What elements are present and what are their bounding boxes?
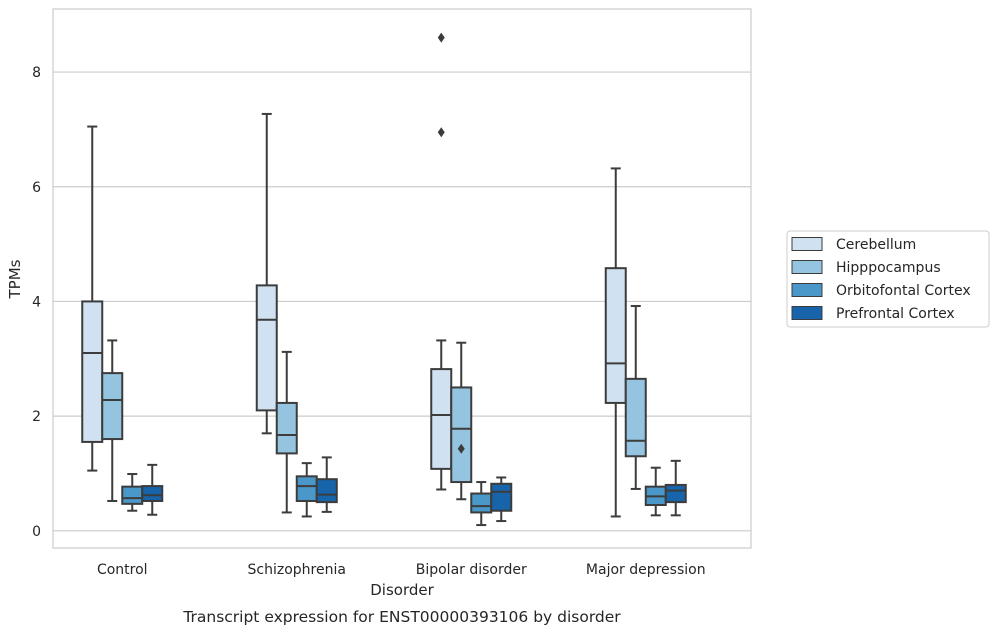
boxes [81, 32, 687, 527]
box-group [430, 32, 453, 491]
y-tick-label: 8 [32, 65, 41, 81]
box [141, 485, 164, 502]
legend-swatch [791, 306, 823, 320]
legend-swatch [791, 283, 823, 297]
box-group [604, 167, 627, 518]
box-group [664, 459, 687, 517]
box-group [141, 463, 164, 516]
box-group [81, 125, 104, 472]
legend-label: Hipppocampus [836, 260, 941, 276]
box [121, 485, 144, 505]
box [275, 401, 298, 455]
box-group [450, 341, 473, 501]
box [604, 267, 627, 404]
legend-label: Orbitofontal Cortex [836, 283, 971, 299]
box-group [490, 476, 513, 523]
outlier-point [457, 443, 465, 454]
box [315, 478, 338, 504]
x-tick-labels: Control Schizophrenia Bipolar disorder Majo… [97, 562, 706, 578]
outlier-point [437, 127, 445, 138]
legend-frame [786, 230, 990, 328]
x-tick-label: Bipolar disorder [416, 562, 527, 578]
legend-swatch [791, 237, 823, 251]
box [430, 368, 453, 470]
box [490, 482, 513, 512]
y-axis-label: TPMs [6, 259, 24, 299]
legend-label: Cerebellum [836, 237, 916, 253]
box [101, 372, 124, 441]
box-group [275, 350, 298, 514]
outlier-point [437, 32, 445, 43]
y-tick-label: 6 [32, 180, 41, 196]
box-group [295, 462, 318, 518]
x-tick-label: Schizophrenia [248, 562, 346, 578]
legend: Cerebellum Hipppocampus Orbitofontal Corte… [786, 230, 990, 328]
gridlines [53, 71, 751, 532]
box-group [644, 466, 667, 517]
box-group [315, 456, 338, 513]
x-tick-label: Control [97, 562, 148, 578]
box [450, 386, 473, 484]
box [470, 492, 493, 514]
box-group [624, 305, 647, 490]
x-axis-label: Disorder [370, 581, 434, 599]
box [664, 483, 687, 504]
y-tick-labels: 0 2 4 6 8 [32, 65, 41, 540]
box-group [101, 339, 124, 502]
box [255, 284, 278, 412]
y-tick-label: 4 [32, 294, 41, 310]
x-tick-label: Major depression [586, 562, 706, 578]
legend-swatch [791, 260, 823, 274]
legend-label: Prefrontal Cortex [836, 306, 955, 322]
box [624, 377, 647, 458]
y-tick-label: 2 [32, 409, 41, 425]
plot-frame [52, 8, 752, 549]
box-group [255, 112, 278, 435]
chart-caption: Transcript expression for ENST0000039310… [182, 608, 621, 626]
box [295, 475, 318, 502]
y-tick-label: 0 [32, 524, 41, 540]
box [81, 300, 104, 443]
